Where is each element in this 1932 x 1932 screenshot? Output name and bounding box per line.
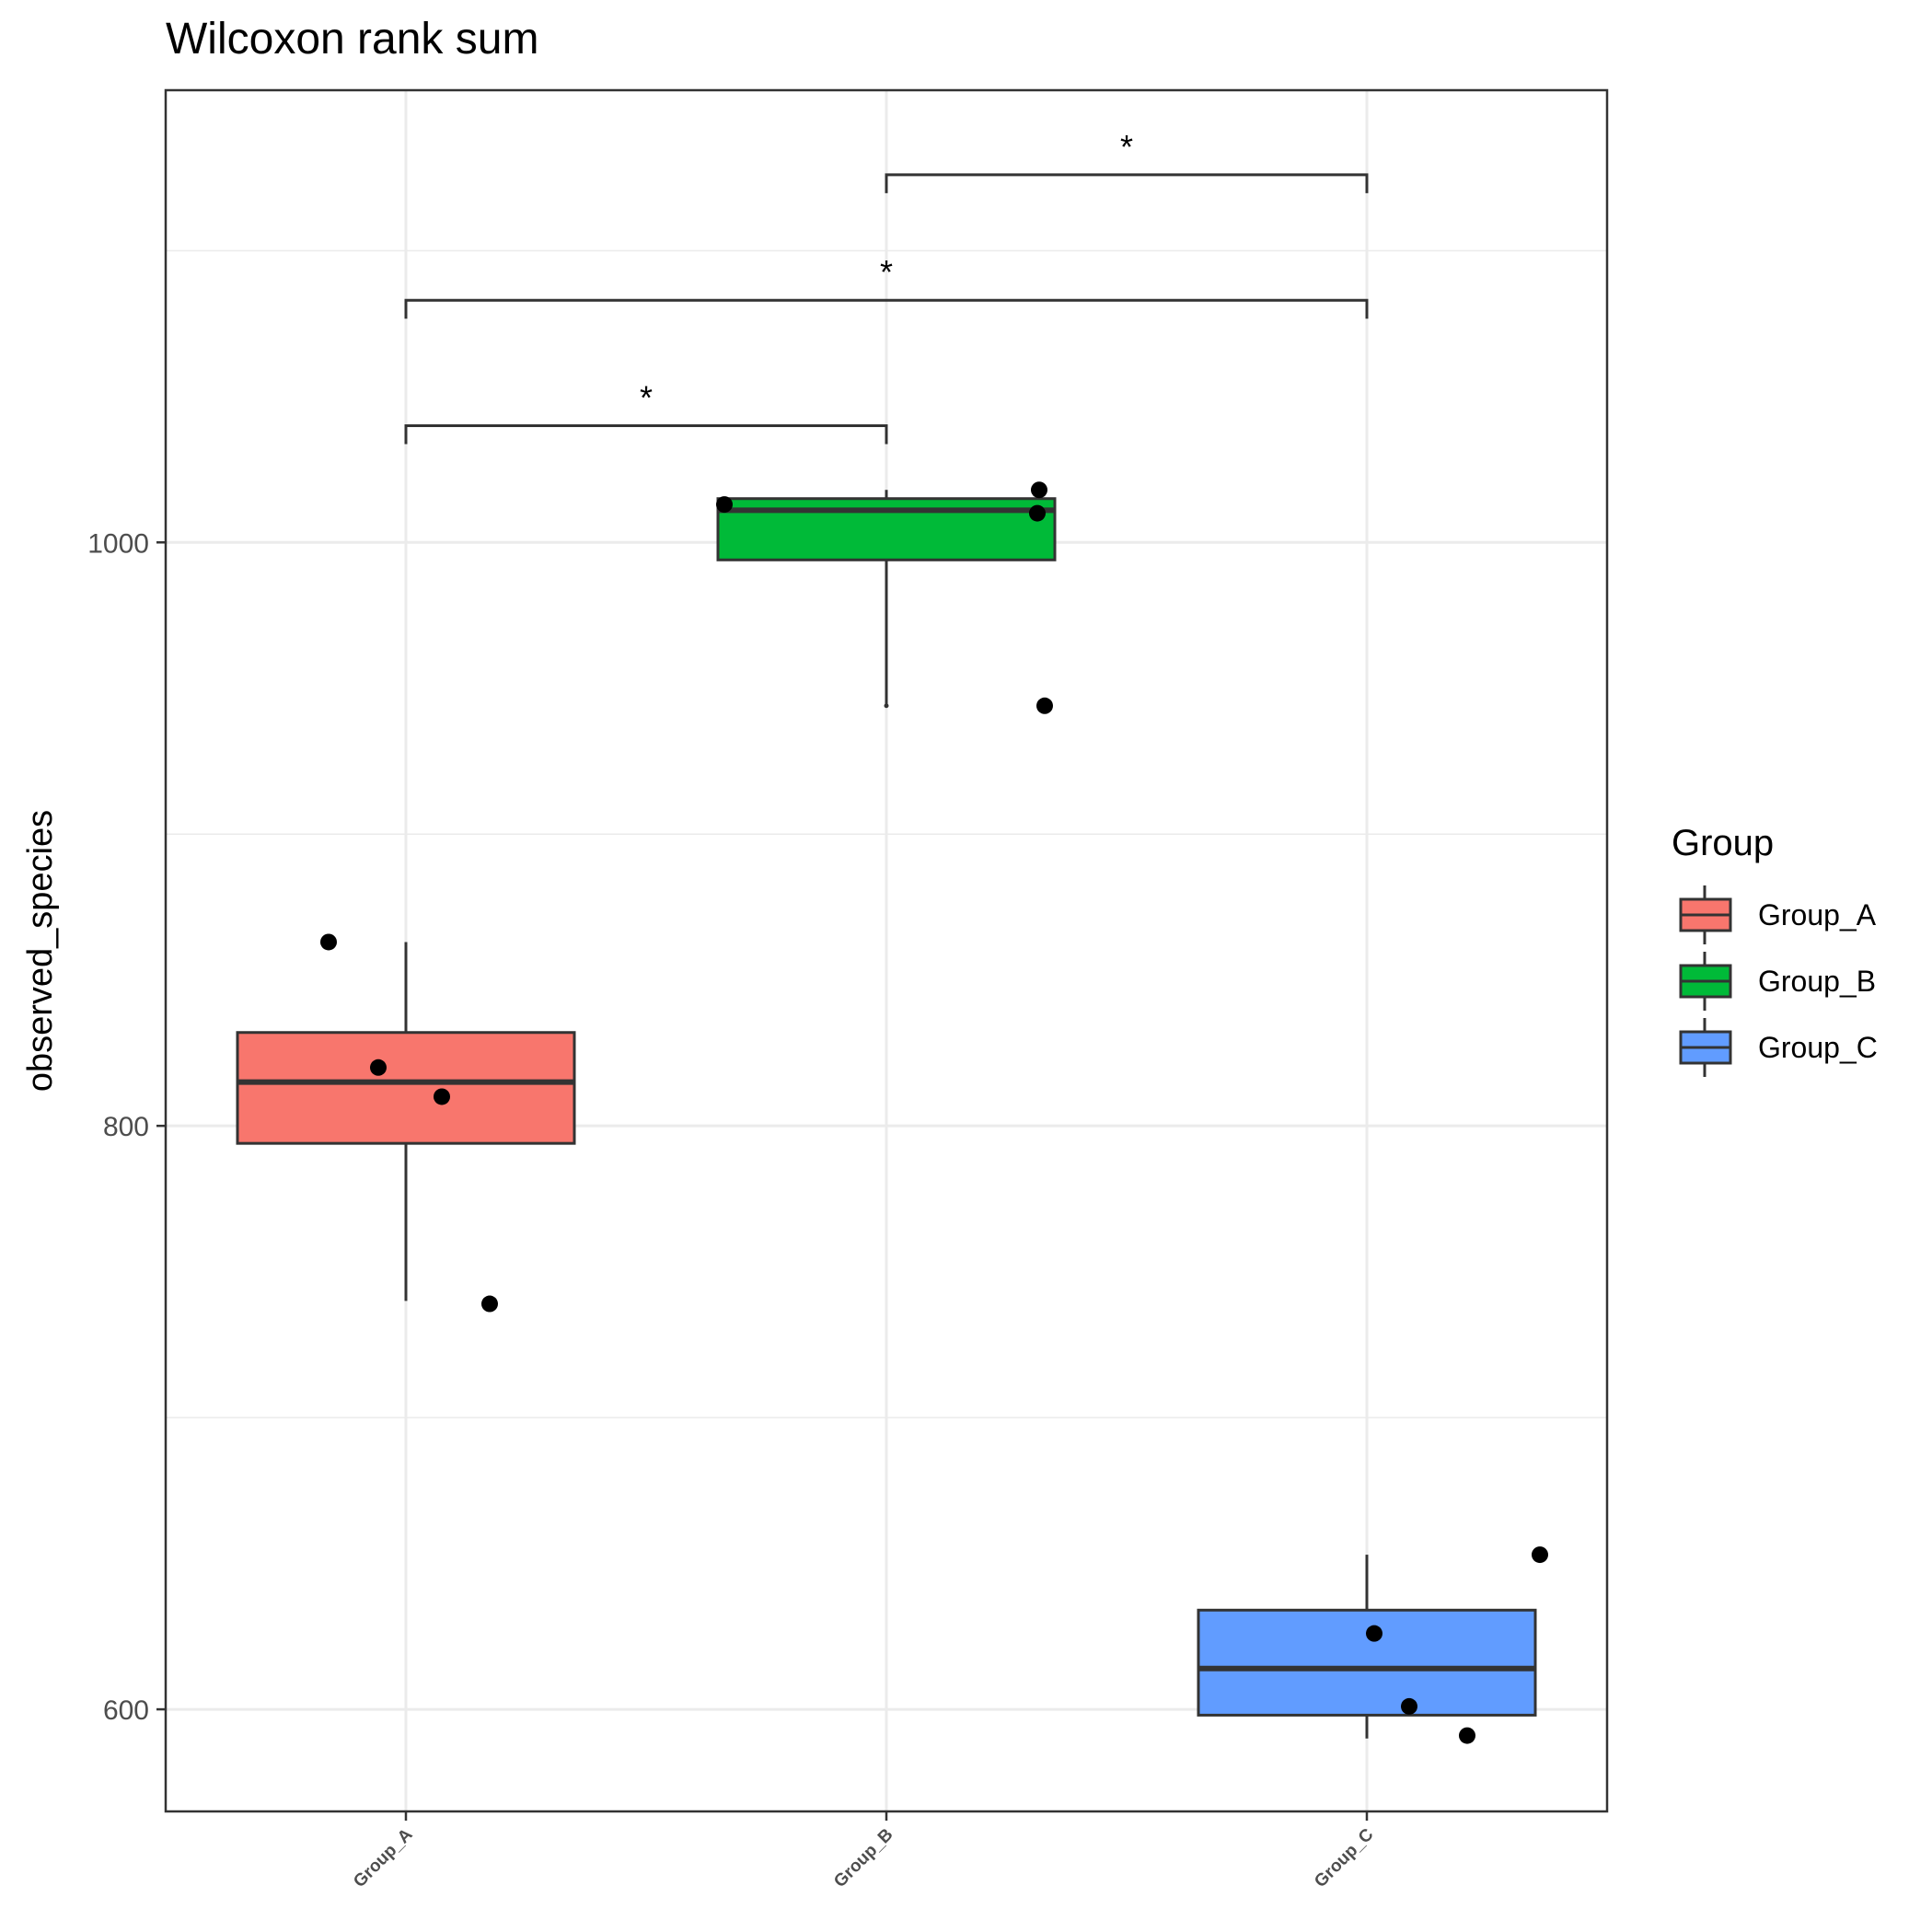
significance-label: * xyxy=(1120,128,1133,166)
legend-title: Group xyxy=(1672,823,1774,863)
data-point xyxy=(434,1088,450,1105)
data-point xyxy=(481,1295,498,1313)
data-point xyxy=(1036,697,1053,714)
legend-label: Group_A xyxy=(1758,898,1877,931)
data-point xyxy=(1366,1625,1382,1642)
y-tick-label: 1000 xyxy=(87,528,149,559)
significance-label: * xyxy=(640,378,653,416)
box-group-a xyxy=(236,942,576,1301)
x-tick-label: Group_C xyxy=(1311,1824,1378,1892)
data-point xyxy=(1031,481,1047,499)
data-point xyxy=(320,933,337,951)
significance-bracket xyxy=(404,298,1369,319)
data-point xyxy=(1401,1697,1417,1715)
y-tick-label: 600 xyxy=(103,1695,149,1726)
legend-label: Group_C xyxy=(1758,1031,1878,1064)
chart-title: Wilcoxon rank sum xyxy=(166,15,538,64)
y-axis: 600 800 1000 xyxy=(87,528,166,1726)
significance-brackets: * * * xyxy=(404,128,1369,445)
x-tick-label: Group_B xyxy=(830,1825,897,1892)
significance-bracket xyxy=(885,173,1369,193)
data-point xyxy=(716,496,733,514)
box-series xyxy=(236,490,1537,1739)
significance-label: * xyxy=(880,253,893,291)
x-tick-label: Group_A xyxy=(350,1824,417,1892)
legend-item-group-a: Group_A xyxy=(1679,885,1877,944)
data-point xyxy=(370,1059,387,1076)
box-body xyxy=(1197,1608,1537,1717)
legend: Group Group_A Group_B Group_C xyxy=(1672,823,1878,1077)
box-group-b xyxy=(716,490,1057,709)
box-outlier xyxy=(884,703,889,709)
data-point xyxy=(1532,1546,1548,1564)
box-group-c xyxy=(1197,1555,1537,1739)
data-point xyxy=(1029,504,1046,522)
legend-item-group-c: Group_C xyxy=(1679,1018,1878,1077)
data-points xyxy=(320,481,1548,1744)
box-body xyxy=(236,1031,576,1145)
significance-bracket xyxy=(404,423,888,445)
data-point xyxy=(1459,1727,1475,1744)
legend-label: Group_B xyxy=(1758,965,1876,998)
legend-item-group-b: Group_B xyxy=(1679,952,1876,1011)
y-tick-label: 800 xyxy=(103,1112,149,1142)
x-axis: Group_A Group_B Group_C xyxy=(350,1811,1378,1892)
y-axis-label: observed_species xyxy=(21,810,60,1092)
